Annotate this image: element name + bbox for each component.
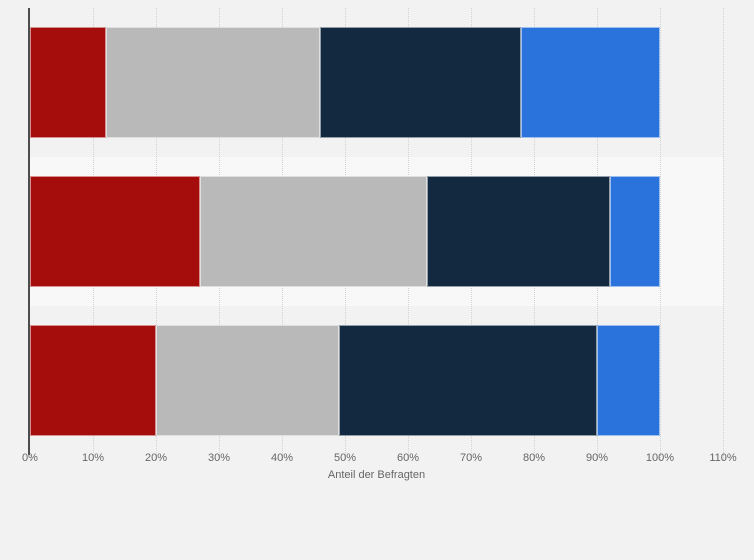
tick-mark	[597, 455, 598, 460]
tick-mark	[471, 455, 472, 460]
bar-segment-dark-red[interactable]	[30, 325, 156, 436]
x-tick-label: 60%	[396, 452, 420, 464]
bar-segment-dark-red[interactable]	[30, 27, 106, 138]
plot-area	[28, 8, 724, 460]
tick-mark	[219, 455, 220, 460]
stacked-bar	[30, 325, 660, 436]
tick-mark	[30, 455, 31, 460]
tick-mark	[282, 455, 283, 460]
stacked-bar	[30, 27, 660, 138]
bar-row	[30, 157, 723, 306]
bar-segment-gray[interactable]	[156, 325, 339, 436]
x-tick-label: 110%	[709, 452, 737, 464]
x-tick-label: 0%	[22, 452, 38, 464]
x-tick-label: 20%	[144, 452, 168, 464]
x-tick-label: 100%	[645, 452, 675, 464]
tick-mark	[660, 455, 661, 460]
bar-segment-blue[interactable]	[521, 27, 660, 138]
bar-segment-blue[interactable]	[596, 325, 660, 436]
x-tick-label: 50%	[333, 452, 357, 464]
x-tick-label: 30%	[207, 452, 231, 464]
tick-mark	[345, 455, 346, 460]
bar-segment-gray[interactable]	[105, 27, 320, 138]
tick-mark	[723, 455, 724, 460]
x-tick-label: 90%	[585, 452, 609, 464]
bar-segment-dark-red[interactable]	[30, 176, 201, 287]
x-tick-label: 70%	[459, 452, 483, 464]
x-axis-title: Anteil der Befragten	[327, 469, 426, 481]
tick-mark	[93, 455, 94, 460]
tick-mark	[156, 455, 157, 460]
bar-segment-dark-navy[interactable]	[426, 176, 610, 287]
bar-segment-gray[interactable]	[200, 176, 427, 287]
gridline	[723, 8, 724, 455]
y-axis-line	[28, 8, 30, 455]
bar-segment-blue[interactable]	[609, 176, 660, 287]
bar-segment-dark-navy[interactable]	[338, 325, 597, 436]
bar-row	[30, 306, 723, 455]
x-tick-label: 80%	[522, 452, 546, 464]
tick-mark	[534, 455, 535, 460]
stacked-bar	[30, 176, 660, 287]
tick-mark	[408, 455, 409, 460]
x-tick-label: 40%	[270, 452, 294, 464]
x-tick-label: 10%	[81, 452, 105, 464]
bar-row	[30, 8, 723, 157]
gridline	[660, 8, 661, 455]
bar-segment-dark-navy[interactable]	[319, 27, 522, 138]
